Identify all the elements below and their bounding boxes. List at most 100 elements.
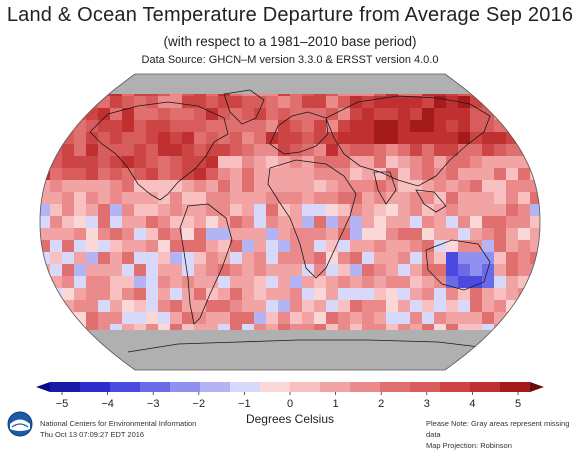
anomaly-cell xyxy=(362,108,374,120)
anomaly-cell xyxy=(134,300,146,312)
anomaly-cell xyxy=(40,288,50,300)
anomaly-cell xyxy=(74,84,86,96)
anomaly-cell xyxy=(158,312,170,324)
anomaly-cell xyxy=(530,216,540,228)
color-swatch xyxy=(470,382,501,392)
anomaly-cell xyxy=(362,288,374,300)
anomaly-cell xyxy=(110,180,122,192)
tick-label: −1 xyxy=(238,398,251,410)
anomaly-cell xyxy=(350,192,362,204)
anomaly-cell xyxy=(122,192,134,204)
anomaly-cell xyxy=(506,204,518,216)
anomaly-cell xyxy=(146,132,158,144)
anomaly-cell xyxy=(218,300,230,312)
anomaly-cell xyxy=(470,144,482,156)
anomaly-cell xyxy=(74,74,86,84)
anomaly-cell xyxy=(422,120,434,132)
anomaly-cell xyxy=(338,252,350,264)
anomaly-cell xyxy=(62,216,74,228)
anomaly-cell xyxy=(110,132,122,144)
anomaly-cell xyxy=(350,120,362,132)
anomaly-cell xyxy=(362,144,374,156)
anomaly-cell xyxy=(374,240,386,252)
anomaly-cell xyxy=(446,252,458,264)
anomaly-cell xyxy=(170,192,182,204)
anomaly-cell xyxy=(134,276,146,288)
anomaly-cell xyxy=(398,204,410,216)
anomaly-cell xyxy=(158,216,170,228)
anomaly-cell xyxy=(170,204,182,216)
anomaly-cell xyxy=(338,204,350,216)
anomaly-cell xyxy=(530,96,540,108)
anomaly-cell xyxy=(422,240,434,252)
anomaly-cell xyxy=(122,108,134,120)
anomaly-cell xyxy=(278,108,290,120)
anomaly-cell xyxy=(86,360,98,370)
anomaly-cell xyxy=(50,240,62,252)
anomaly-cell xyxy=(50,312,62,324)
anomaly-cell xyxy=(458,108,470,120)
anomaly-cell xyxy=(326,180,338,192)
anomaly-cell xyxy=(482,348,494,360)
anomaly-cell xyxy=(482,156,494,168)
anomaly-cell xyxy=(74,264,86,276)
anomaly-cell xyxy=(218,156,230,168)
anomaly-cell xyxy=(40,74,50,84)
anomaly-cell xyxy=(506,192,518,204)
anomaly-cell xyxy=(182,120,194,132)
anomaly-cell xyxy=(62,168,74,180)
anomaly-cell xyxy=(422,216,434,228)
anomaly-cell xyxy=(74,348,86,360)
anomaly-cell xyxy=(134,204,146,216)
anomaly-cell xyxy=(362,156,374,168)
anomaly-cell xyxy=(74,156,86,168)
anomaly-cell xyxy=(470,360,482,370)
anomaly-cell xyxy=(506,74,518,84)
anomaly-cell xyxy=(146,168,158,180)
anomaly-cell xyxy=(98,300,110,312)
anomaly-cell xyxy=(374,180,386,192)
anomaly-cell xyxy=(434,144,446,156)
anomaly-cell xyxy=(110,252,122,264)
anomaly-cell xyxy=(230,96,242,108)
anomaly-cell xyxy=(50,192,62,204)
anomaly-cell xyxy=(338,132,350,144)
anomaly-cell xyxy=(494,360,506,370)
anomaly-cell xyxy=(350,252,362,264)
anomaly-cell xyxy=(254,252,266,264)
anomaly-cell xyxy=(410,264,422,276)
anomaly-cell xyxy=(386,276,398,288)
anomaly-cell xyxy=(62,288,74,300)
anomaly-cell xyxy=(326,288,338,300)
anomaly-cell xyxy=(242,132,254,144)
anomaly-cell xyxy=(326,216,338,228)
anomaly-cell xyxy=(530,120,540,132)
anomaly-cell xyxy=(134,144,146,156)
anomaly-cell xyxy=(266,264,278,276)
anomaly-cell xyxy=(386,120,398,132)
anomaly-cell xyxy=(278,240,290,252)
anomaly-cell xyxy=(482,180,494,192)
anomaly-cell xyxy=(86,312,98,324)
anomaly-cell xyxy=(458,204,470,216)
anomaly-cell xyxy=(374,204,386,216)
anomaly-cell xyxy=(182,216,194,228)
anomaly-cell xyxy=(158,120,170,132)
anomaly-cell xyxy=(338,216,350,228)
anomaly-cell xyxy=(194,132,206,144)
anomaly-cell xyxy=(374,264,386,276)
anomaly-cell xyxy=(194,120,206,132)
anomaly-cell xyxy=(482,312,494,324)
anomaly-cell xyxy=(494,204,506,216)
anomaly-cell xyxy=(242,312,254,324)
anomaly-cell xyxy=(50,84,62,96)
anomaly-cell xyxy=(266,228,278,240)
anomaly-cell xyxy=(110,204,122,216)
anomaly-cell xyxy=(506,84,518,96)
anomaly-cell xyxy=(122,216,134,228)
anomaly-cell xyxy=(422,228,434,240)
anomaly-cell xyxy=(242,288,254,300)
anomaly-cell xyxy=(134,264,146,276)
anomaly-cell xyxy=(110,264,122,276)
anomaly-cell xyxy=(374,276,386,288)
